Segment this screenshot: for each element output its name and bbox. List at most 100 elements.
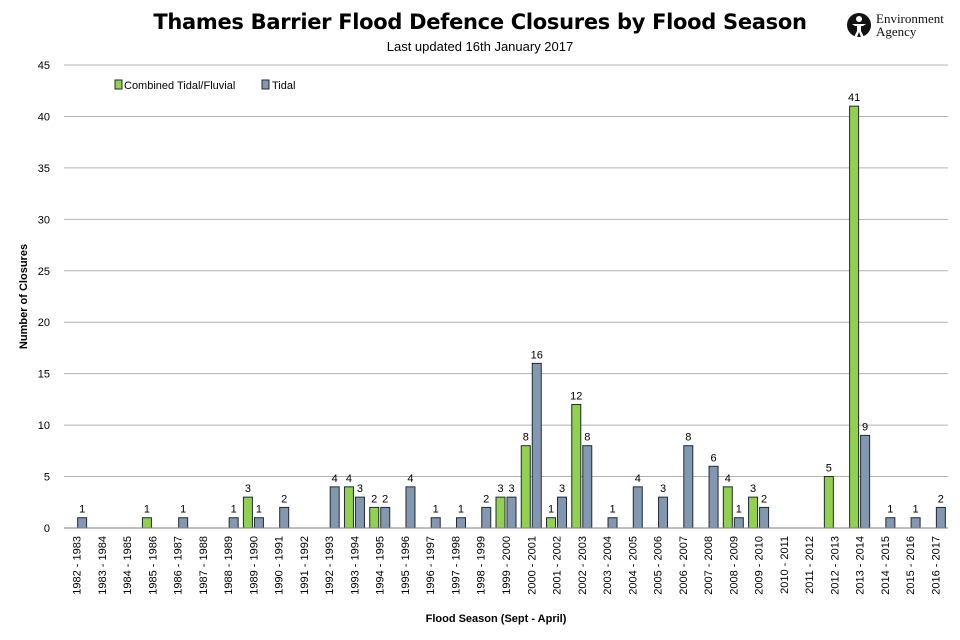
data-label: 2 — [281, 493, 287, 505]
gridlines — [64, 64, 948, 478]
data-label: 4 — [346, 473, 352, 485]
data-label: 3 — [750, 483, 756, 495]
legend-swatch-combined — [114, 79, 123, 90]
x-tick-label: 1987 - 1988 — [198, 536, 210, 595]
logo-line-2: Agency — [876, 24, 917, 39]
data-label: 1 — [887, 504, 893, 516]
legend-swatch-tidal — [261, 79, 270, 90]
x-tick-label: 1999 - 2000 — [501, 536, 513, 595]
bar-combined — [520, 445, 531, 529]
bar-combined — [748, 496, 759, 529]
bar-tidal — [380, 506, 391, 529]
data-label: 2 — [483, 493, 489, 505]
bar-tidal — [531, 362, 542, 529]
y-tick-label: 25 — [38, 266, 50, 278]
data-label: 3 — [508, 483, 514, 495]
legend-label-tidal: Tidal — [272, 80, 295, 92]
logo-text: Environment Agency — [876, 12, 944, 38]
x-tick-label: 1994 - 1995 — [375, 536, 387, 595]
data-label: 6 — [710, 452, 716, 464]
bar-combined — [242, 496, 253, 529]
data-label: 1 — [231, 504, 237, 516]
data-label: 3 — [497, 483, 503, 495]
x-axis-ticks: 1982 - 1983 1983 - 1984 1984 - 1985 1985 - … — [72, 536, 943, 595]
bar-combined — [343, 486, 354, 529]
legend-label-combined: Combined Tidal/Fluvial — [124, 80, 235, 92]
bar-tidal — [178, 517, 189, 529]
bar-tidal — [582, 445, 593, 529]
bar-tidal — [405, 486, 416, 529]
x-tick-label: 2002 - 2003 — [577, 536, 589, 595]
data-label: 12 — [570, 391, 582, 403]
bar-tidal — [455, 517, 466, 529]
x-tick-label: 1992 - 1993 — [324, 536, 336, 595]
data-label: 3 — [660, 483, 666, 495]
y-tick-label: 0 — [44, 523, 50, 535]
bar-tidal — [354, 496, 365, 529]
x-tick-label: 1982 - 1983 — [72, 536, 84, 595]
y-axis-ticks: 0 5 10 15 20 25 30 35 40 45 — [38, 60, 50, 535]
data-label: 4 — [725, 473, 731, 485]
y-tick-label: 15 — [38, 369, 50, 381]
bar-tidal — [910, 517, 921, 529]
bars — [77, 105, 946, 529]
data-label: 3 — [357, 483, 363, 495]
y-axis-title: Number of Closures — [18, 244, 30, 349]
data-label: 9 — [862, 421, 868, 433]
x-tick-label: 1985 - 1986 — [147, 536, 159, 595]
data-label: 1 — [144, 504, 150, 516]
x-tick-label: 1998 - 1999 — [476, 536, 488, 595]
x-tick-label: 2000 - 2001 — [526, 536, 538, 595]
x-tick-label: 2012 - 2013 — [829, 536, 841, 595]
data-label: 2 — [761, 493, 767, 505]
x-tick-label: 1995 - 1996 — [400, 536, 412, 595]
data-label: 16 — [531, 349, 543, 361]
x-tick-label: 2014 - 2015 — [880, 536, 892, 595]
bar-tidal — [506, 496, 517, 529]
data-label: 5 — [826, 463, 832, 475]
data-label: 2 — [938, 493, 944, 505]
bar-tidal — [607, 517, 618, 529]
x-tick-label: 2004 - 2005 — [627, 536, 639, 595]
data-label: 4 — [635, 473, 641, 485]
bar-combined — [849, 105, 860, 529]
data-label: 2 — [371, 493, 377, 505]
bar-tidal — [77, 517, 88, 529]
bar-combined — [823, 476, 834, 529]
bar-combined — [546, 517, 557, 529]
x-tick-label: 2011 - 2012 — [804, 536, 816, 594]
x-tick-label: 1990 - 1991 — [274, 536, 286, 595]
data-label: 1 — [548, 504, 554, 516]
x-tick-label: 2007 - 2008 — [703, 536, 715, 595]
data-label: 3 — [245, 483, 251, 495]
data-label: 8 — [523, 432, 529, 444]
bar-tidal — [430, 517, 441, 529]
bar-tidal — [935, 506, 946, 529]
bar-tidal — [759, 506, 770, 529]
data-label: 1 — [79, 504, 85, 516]
data-label: 8 — [685, 432, 691, 444]
legend: Combined Tidal/Fluvial Tidal — [114, 79, 295, 92]
data-label: 1 — [180, 504, 186, 516]
bar-tidal — [658, 496, 669, 529]
x-tick-label: 2001 - 2002 — [552, 536, 564, 595]
data-label: 1 — [433, 504, 439, 516]
y-tick-label: 20 — [38, 317, 50, 329]
x-tick-label: 1988 - 1989 — [223, 536, 235, 595]
data-label: 1 — [736, 504, 742, 516]
x-tick-label: 2008 - 2009 — [728, 536, 740, 595]
x-tick-label: 2015 - 2016 — [905, 536, 917, 595]
y-tick-label: 10 — [38, 420, 50, 432]
x-tick-label: 2003 - 2004 — [602, 536, 614, 595]
data-label: 4 — [332, 473, 338, 485]
x-tick-label: 1986 - 1987 — [173, 536, 185, 595]
bar-tidal — [253, 517, 264, 529]
bar-tidal — [885, 517, 896, 529]
bar-tidal — [683, 445, 694, 529]
data-label: 1 — [609, 504, 615, 516]
y-tick-label: 5 — [44, 472, 50, 484]
y-tick-label: 45 — [38, 60, 50, 72]
x-tick-label: 1989 - 1990 — [248, 536, 260, 595]
agency-emblem-icon — [847, 13, 871, 37]
